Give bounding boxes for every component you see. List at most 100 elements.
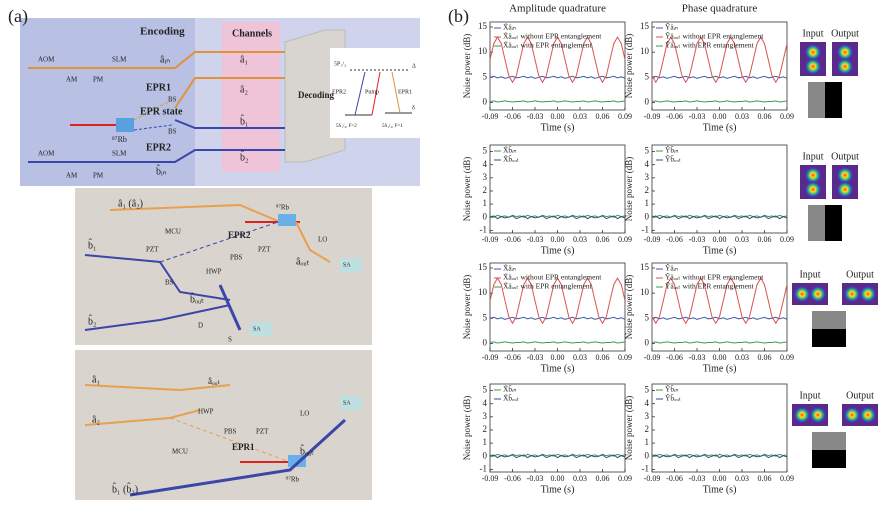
beam [109, 203, 281, 223]
rb-cell [278, 214, 296, 226]
y-tick-label: 3 [483, 172, 488, 182]
setup-photo-middle [75, 188, 372, 345]
beam-spot [805, 44, 821, 61]
diagram-label: Δ [412, 63, 416, 69]
chart: -1 0 1 2 3 4 5 -0.09 -0.06 -0.03 0.00 0.03 0.06 0.09 T… [462, 383, 632, 495]
beam [125, 51, 285, 69]
series-line [651, 100, 788, 103]
beam-spot [859, 286, 876, 302]
x-tick-label: 0.00 [551, 112, 565, 121]
beam-spot [809, 286, 826, 302]
diagram-label: ⁸⁷Rb [112, 135, 127, 144]
y-tick-label: 3 [645, 172, 650, 182]
diagram-label: AOM [38, 56, 55, 64]
output-label: Output [831, 151, 859, 162]
x-tick-label: 0.03 [735, 474, 749, 483]
beam-images: Input Output [800, 151, 859, 241]
x-axis-label: Time (s) [703, 122, 737, 133]
beam [218, 284, 242, 331]
x-tick-label: 0.00 [713, 112, 727, 121]
diagram-label: 5S₁/₂, F=1 [382, 124, 403, 129]
x-tick-label: -0.06 [666, 474, 683, 483]
y-axis-label: Noise power (dB) [462, 157, 472, 222]
diagram-label: MCU [165, 228, 181, 236]
output-label: Output [846, 390, 874, 401]
x-tick-label: -0.03 [689, 235, 706, 244]
x-tick-label: 0.00 [713, 235, 727, 244]
x-tick-label: 0.06 [596, 474, 610, 483]
x-axis-label: Time (s) [541, 363, 575, 374]
beam [129, 418, 347, 497]
y-tick-label: -1 [480, 463, 488, 473]
x-tick-label: -0.09 [644, 474, 661, 483]
input-label: Input [802, 28, 823, 39]
x-tick-label: -0.09 [644, 353, 661, 362]
legend-label: Ŷâₒᵤₜ with EPR entanglement [665, 40, 755, 50]
panel-a-labels: (a) AOM AM PM SLM Encoding âᵢₙ BS EPR1 EPR state ⁸… [8, 6, 416, 495]
diagram-label: HWP [198, 408, 214, 416]
x-tick-label: 0.09 [780, 235, 794, 244]
phase-mask [825, 205, 842, 241]
y-tick-label: 5 [645, 146, 650, 156]
diagram-label: âₒᵤₜ [208, 376, 221, 386]
diagram-label: EPR1 [146, 82, 171, 93]
beam [84, 384, 231, 392]
series-line [489, 75, 626, 79]
series-line [651, 453, 788, 457]
x-tick-label: 0.03 [735, 353, 749, 362]
spectrum-analyzer [340, 258, 362, 272]
y-tick-label: 5 [645, 312, 650, 322]
x-tick-label: 0.00 [551, 474, 565, 483]
diagram-label: AM [66, 172, 78, 180]
diagram-label: ⁸⁷Rb [276, 204, 290, 212]
diagram-label: AOM [38, 150, 55, 158]
beam-spot [794, 407, 811, 423]
diagram-label: â₂ [92, 414, 100, 425]
y-tick-label: 4 [483, 398, 488, 408]
diagram-label: Decoding [298, 90, 335, 100]
x-tick-label: -0.06 [504, 112, 521, 121]
phase-mask [812, 450, 846, 468]
series-line [489, 341, 626, 344]
x-tick-label: 0.00 [713, 474, 727, 483]
diagram-label: MCU [172, 448, 188, 456]
y-tick-label: 10 [478, 287, 488, 297]
y-tick-label: 0 [645, 97, 650, 107]
chart: Phase quadrature 0 5 10 15 -0.09 -0.06 -0.03 0.0… [624, 3, 794, 134]
series-line [489, 454, 626, 459]
y-tick-label: 15 [478, 21, 488, 31]
output-label: Output [846, 269, 874, 280]
photo-background [75, 188, 372, 345]
diagram-label: b̂₂ [88, 314, 97, 327]
series-line [651, 316, 788, 320]
beam-spot [837, 44, 853, 61]
beam [84, 304, 231, 331]
y-tick-label: 5 [645, 385, 650, 395]
x-axis-label: Time (s) [703, 484, 737, 495]
diagram-label: BS [165, 279, 174, 287]
transition [391, 71, 401, 114]
y-tick-label: 0 [645, 450, 650, 460]
transition [371, 71, 381, 116]
beam-spot [859, 407, 876, 423]
x-tick-label: 0.09 [618, 353, 632, 362]
beam [174, 77, 285, 109]
diagram-label: 5S₁/₂, F=2 [336, 124, 357, 129]
x-tick-label: 0.03 [573, 474, 587, 483]
beam-spot [837, 181, 853, 198]
x-tick-label: -0.06 [504, 353, 521, 362]
y-tick-label: 5 [645, 71, 650, 81]
chart: -1 0 1 2 3 4 5 -0.09 -0.06 -0.03 0.00 0.03 0.06 0.09 T… [462, 144, 632, 256]
x-tick-label: -0.09 [482, 235, 499, 244]
input-label: Input [799, 269, 820, 280]
rb-cell [116, 118, 134, 132]
diagram-label: b̂ₒᵤₜ [190, 292, 204, 305]
x-tick-label: 0.09 [780, 474, 794, 483]
diagram-label: SA [253, 326, 261, 332]
y-tick-label: 0 [645, 338, 650, 348]
series-line [651, 214, 788, 218]
chart: Amplitude quadrature 0 5 10 15 -0.09 -0.06 -0.0… [462, 3, 632, 134]
y-tick-label: 15 [640, 21, 650, 31]
diagram-label: SA [343, 262, 351, 268]
